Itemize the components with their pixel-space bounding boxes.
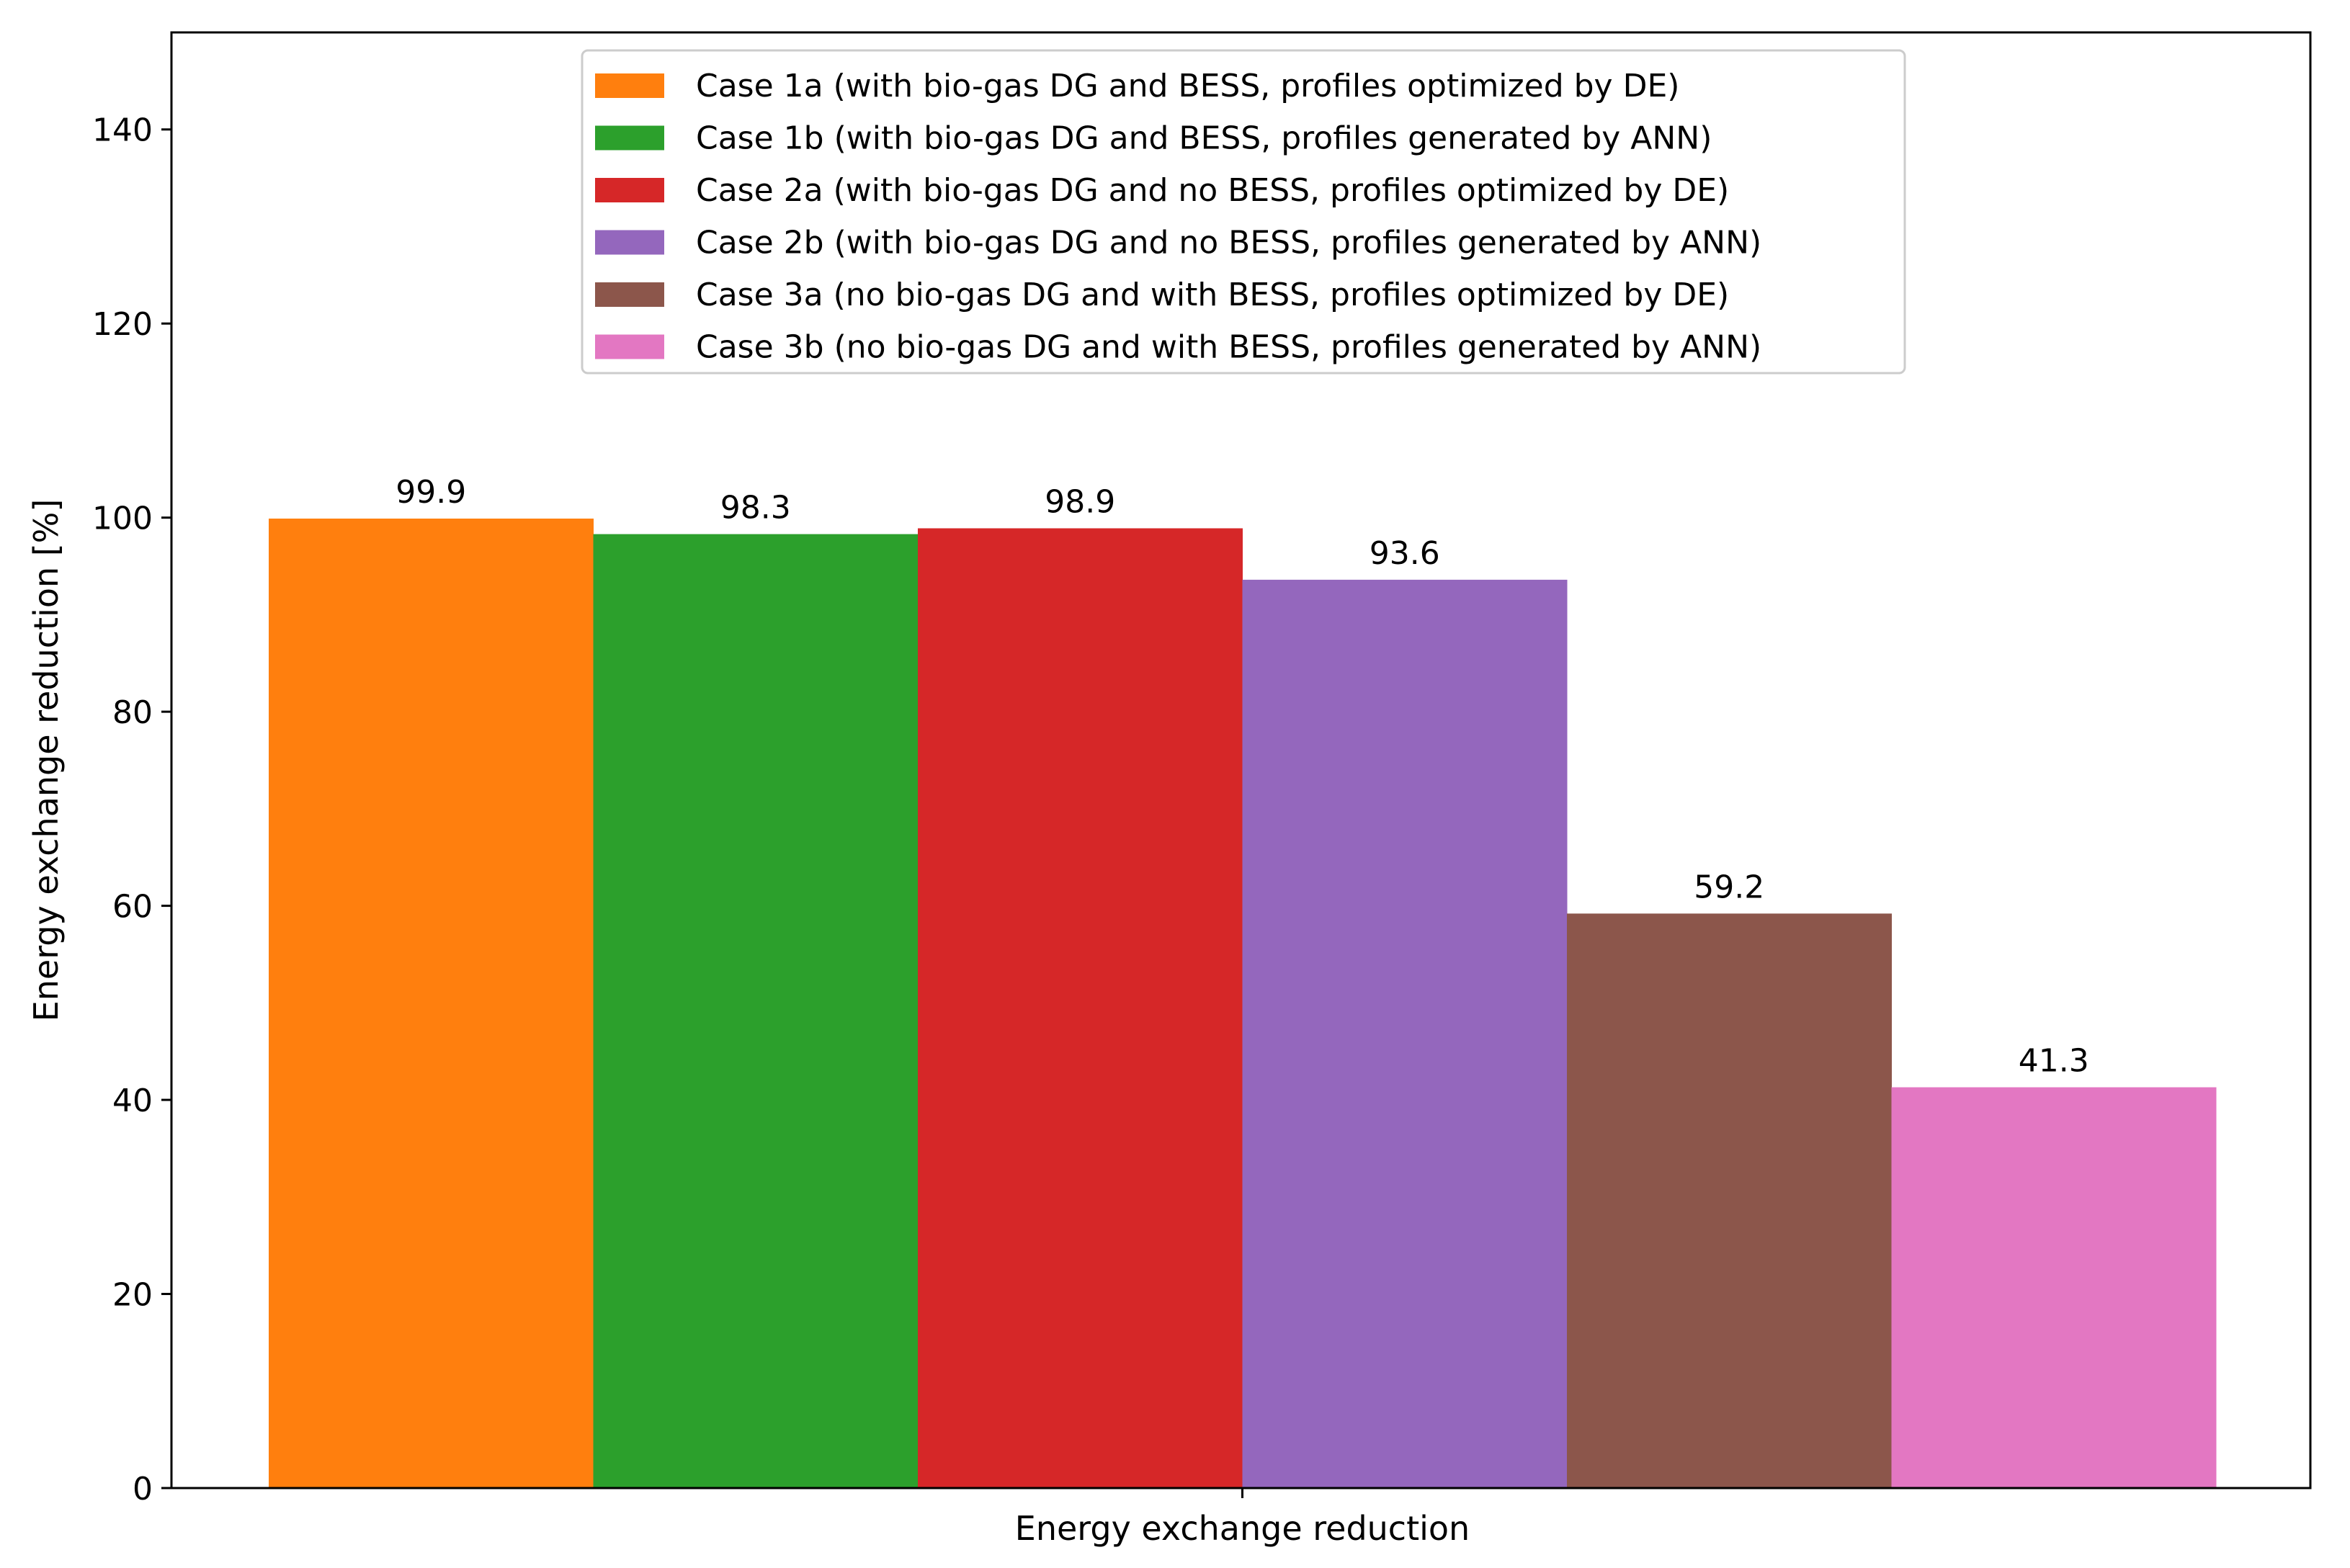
data-label-4: 93.6 <box>1370 535 1440 572</box>
bar-5 <box>1567 913 1892 1488</box>
y-tick-label: 100 <box>92 501 153 537</box>
legend-label-5: Case 3a (no bio-gas DG and with BESS, pr… <box>696 277 1729 313</box>
legend-swatch-5 <box>595 282 664 307</box>
bars-layer <box>269 519 2217 1489</box>
bar-1 <box>269 519 594 1489</box>
legend-swatch-2 <box>595 125 664 151</box>
y-tick-label: 140 <box>92 112 153 149</box>
y-ticks-layer: 0 20 40 60 80 100 120 140 <box>92 112 171 1507</box>
legend-label-2: Case 1b (with bio-gas DG and BESS, profi… <box>696 120 1712 157</box>
y-tick-label: 20 <box>112 1277 153 1314</box>
y-tick-label: 40 <box>112 1083 153 1119</box>
legend-swatch-4 <box>595 230 664 255</box>
y-axis-label: Energy exchange reduction [%] <box>27 499 66 1022</box>
x-axis-label: Energy exchange reduction <box>1015 1509 1470 1548</box>
data-label-5: 59.2 <box>1694 869 1764 905</box>
data-labels-layer: 99.9 98.3 98.9 93.6 59.2 41.3 <box>396 474 2088 1080</box>
plot-frame <box>170 31 2312 1489</box>
axes-layer <box>170 31 2312 1489</box>
bar-6 <box>1891 1087 2217 1488</box>
bar-3 <box>918 528 1243 1488</box>
y-tick-label: 0 <box>133 1471 153 1507</box>
legend-label-3: Case 2a (with bio-gas DG and no BESS, pr… <box>696 172 1729 209</box>
y-tick-label: 120 <box>92 306 153 343</box>
data-label-3: 98.9 <box>1045 483 1115 520</box>
data-label-6: 41.3 <box>2019 1043 2089 1080</box>
bar-2 <box>593 534 919 1489</box>
legend-label-6: Case 3b (no bio-gas DG and with BESS, pr… <box>696 329 1761 366</box>
data-label-2: 98.3 <box>720 490 791 527</box>
bar-4 <box>1242 579 1568 1488</box>
data-label-1: 99.9 <box>396 474 466 511</box>
legend: Case 1a (with bio-gas DG and BESS, profi… <box>581 49 1906 375</box>
y-tick-label: 80 <box>112 694 153 731</box>
legend-label-4: Case 2b (with bio-gas DG and no BESS, pr… <box>696 225 1761 261</box>
legend-swatch-1 <box>595 73 664 98</box>
legend-swatch-3 <box>595 178 664 202</box>
legend-swatch-6 <box>595 334 664 359</box>
legend-box <box>581 49 1906 375</box>
legend-label-1: Case 1a (with bio-gas DG and BESS, profi… <box>696 68 1679 104</box>
y-tick-label: 60 <box>112 889 153 926</box>
